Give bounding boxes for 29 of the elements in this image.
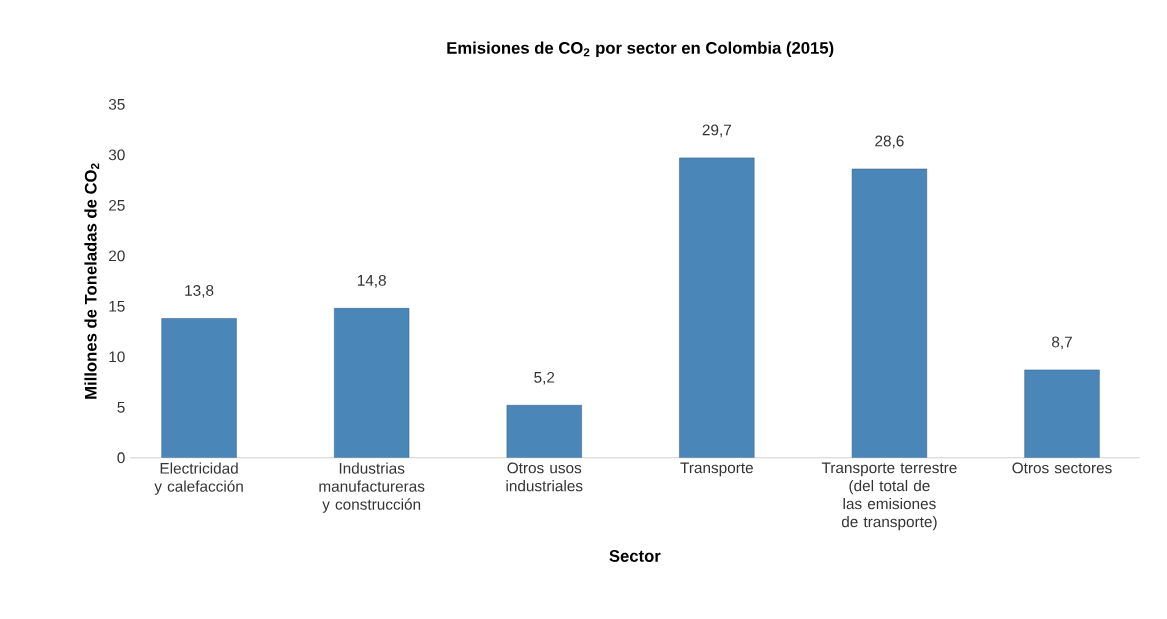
bar — [506, 405, 582, 458]
bar — [161, 318, 237, 458]
x-tick-label: Otros sectores — [1012, 462, 1112, 474]
x-axis-title: Sector — [609, 550, 661, 562]
data-label: 13,8 — [185, 285, 214, 298]
data-label: 8,7 — [1052, 336, 1072, 350]
data-label: 28,6 — [875, 135, 904, 149]
y-tick-label: 10 — [109, 351, 125, 363]
bar — [851, 168, 928, 458]
data-label: 14,8 — [357, 275, 386, 288]
y-tick-label: 20 — [109, 250, 125, 262]
data-label: 5,2 — [534, 371, 555, 385]
y-tick-label: 15 — [109, 301, 125, 312]
x-tick-label: Electricidad y calefacción — [154, 462, 243, 495]
data-label: 29,7 — [702, 124, 731, 138]
bar — [1024, 369, 1100, 458]
y-tick-label: 25 — [109, 199, 125, 211]
x-tick-label: Transporte — [680, 462, 753, 477]
bar — [334, 308, 410, 458]
y-tick-label: 35 — [108, 99, 125, 110]
x-tick-label: Industrias manufactureras y construcción — [319, 462, 425, 513]
y-axis-title: Millones de Toneladas de CO$_{2}$ — [84, 163, 100, 399]
y-tick-label: 0 — [117, 452, 125, 464]
x-tick-label: Otros usos industriales — [506, 462, 583, 492]
y-tick-label: 5 — [117, 402, 125, 413]
bar — [679, 157, 755, 458]
y-tick-label: 30 — [108, 149, 125, 161]
x-tick-label: Transporte terrestre (del total de las emisiones de transporte) — [821, 462, 957, 531]
chart-title: Emisiones de CO$_{2}$ por sector en Colombia (2015) — [447, 41, 834, 58]
